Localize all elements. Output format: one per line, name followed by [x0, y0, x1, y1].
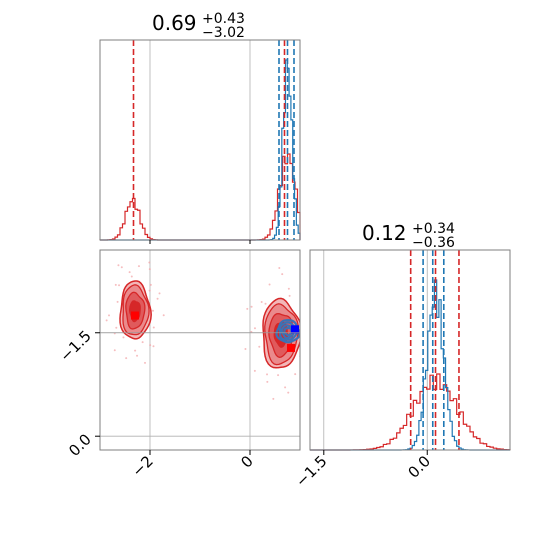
panel-title-param2: 0.12 [362, 221, 407, 245]
scatter-point [288, 294, 291, 297]
grid-lines [100, 40, 428, 450]
scatter-point [306, 327, 308, 329]
scatter-point [149, 344, 152, 347]
scatter-point [136, 354, 139, 357]
scatter-point [122, 336, 125, 339]
panel-title-param2-plus: +0.34 [412, 221, 455, 237]
x-tick-label-param1: 0 [237, 452, 256, 471]
scatter-point [281, 273, 284, 276]
scatter-point [287, 391, 290, 394]
scatter-point [264, 302, 267, 305]
contour-blue [275, 318, 300, 344]
contour-blue [283, 326, 293, 337]
scatter-point [277, 374, 280, 377]
panel-title-param2-minus: −0.36 [412, 235, 455, 251]
contour-fills [105, 261, 314, 400]
scatter-point [152, 326, 155, 329]
scatter-point [152, 309, 154, 312]
scatter-point [246, 307, 249, 310]
panel-title-param1-minus: −3.02 [202, 25, 245, 41]
panel-title-param1: 0.69 [152, 11, 197, 35]
contour-blue [278, 321, 299, 341]
scatter-point [113, 349, 116, 352]
scatter-point [272, 397, 275, 400]
scatter-point [287, 287, 290, 290]
scatter-point [134, 349, 137, 352]
scatter-point [114, 283, 117, 286]
scatter-point [266, 373, 269, 376]
x-tick-label-param2: −1.5 [292, 452, 330, 490]
scatter-point [116, 300, 119, 303]
histogram-blue-param1 [100, 59, 301, 241]
contour-blue [280, 324, 296, 339]
panel-frames [99, 39, 511, 451]
scatter-point [125, 357, 128, 360]
marker-red [131, 311, 139, 320]
scatter-point [128, 271, 131, 274]
scatter-point [156, 297, 159, 300]
scatter-point [137, 265, 140, 268]
scatter-point [294, 373, 297, 376]
scatter-point [278, 267, 281, 270]
scatter-point [303, 331, 305, 333]
scatter-point [266, 380, 269, 383]
scatter-point [120, 266, 123, 269]
scatter-point [253, 327, 256, 330]
scatter-point [268, 283, 271, 286]
panel-frame [99, 249, 301, 451]
joint-panel [105, 261, 314, 400]
scatter-point [148, 289, 151, 292]
scatter-point [148, 261, 151, 264]
scatter-point [148, 268, 151, 271]
scatter-point [152, 345, 155, 348]
scatter-point [258, 345, 261, 348]
x-tick-label-param2: 0.0 [404, 452, 434, 482]
scatter-point [253, 369, 256, 372]
histogram-red-param1 [99, 153, 301, 241]
scatter-point [141, 341, 144, 344]
panel-frame [99, 39, 301, 241]
marker-blue [291, 325, 299, 334]
scatter-point [118, 284, 121, 287]
scatter-point [117, 264, 120, 267]
scatter-point [144, 361, 147, 364]
scatter-point [149, 283, 152, 286]
panel-title-param1-plus: +0.43 [202, 11, 245, 27]
x-tick-label-param1: −2 [128, 452, 156, 480]
scatter-point [260, 300, 263, 303]
scatter-point [158, 292, 161, 295]
panel-frame [309, 249, 511, 451]
scatter-point [250, 305, 253, 308]
scatter-point [244, 347, 247, 350]
marker-red [287, 343, 295, 352]
scatter-point [115, 326, 118, 329]
y-tick-label-param2: −1.5 [56, 327, 94, 365]
tick-marks [95, 240, 428, 455]
scatter-point [284, 386, 287, 389]
scatter-point [312, 302, 314, 304]
scatter-point [312, 346, 314, 348]
scatter-point [162, 314, 165, 317]
scatter-point [130, 275, 133, 278]
scatter-point [108, 314, 111, 317]
scatter-point [105, 319, 108, 322]
y-tick-label-param2: 0.0 [65, 430, 95, 460]
